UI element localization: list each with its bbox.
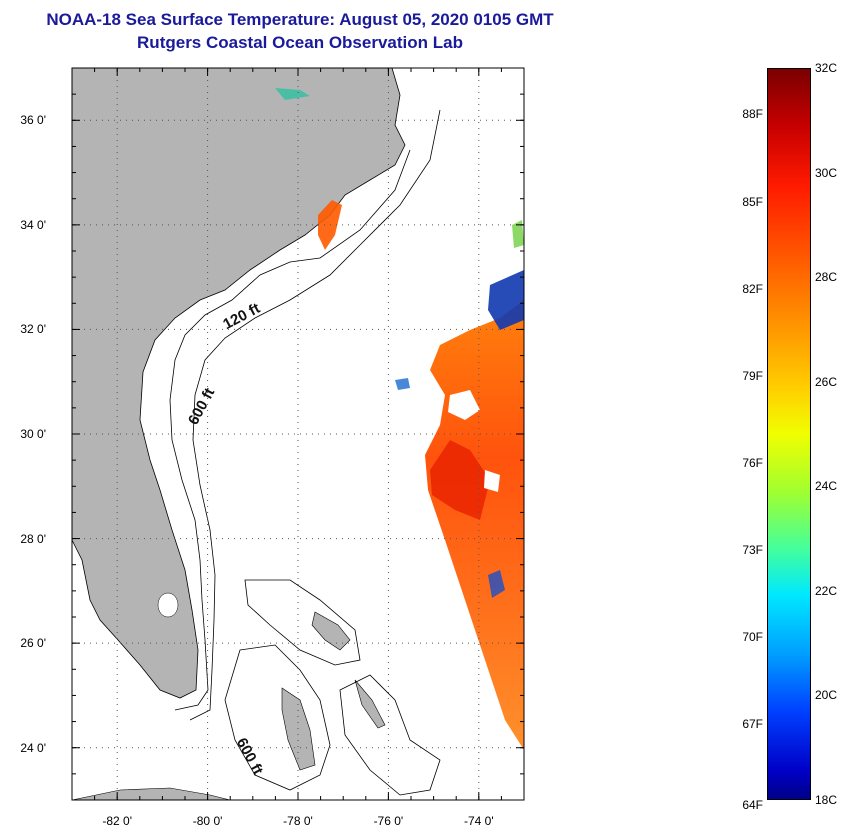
map-grid <box>72 68 524 800</box>
colorbar-celsius-label: 20C <box>815 688 838 703</box>
lat-label: 26 0' <box>20 636 46 651</box>
sst-small-patch <box>275 88 310 100</box>
lon-label: -78 0' <box>283 814 313 828</box>
map-area <box>72 68 524 800</box>
lat-label: 32 0' <box>20 322 46 337</box>
colorbar-fahrenheit-label: 70F <box>742 630 763 645</box>
lon-label: -80 0' <box>192 814 223 828</box>
lon-label: -74 0' <box>463 814 494 828</box>
colorbar-celsius-label: 24C <box>815 479 838 494</box>
colorbar-fahrenheit-label: 82F <box>742 281 763 296</box>
colorbar-fahrenheit-label: 64F <box>742 798 763 812</box>
contour-bahamas-bank <box>244 579 361 666</box>
colorbar-celsius-label: 32C <box>815 61 838 75</box>
sst-cool-patch-2 <box>488 570 505 598</box>
map-title: NOAA-18 Sea Surface Temperature: August … <box>46 10 554 29</box>
land-mainland <box>72 68 406 699</box>
contour-600ft <box>189 109 441 721</box>
map-subtitle: Rutgers Coastal Ocean Observation Lab <box>137 33 463 52</box>
sst-cloud-gap <box>448 390 480 420</box>
sst-warm-core <box>430 440 490 520</box>
colorbar-fahrenheit-label: 76F <box>742 456 763 471</box>
colorbar-fahrenheit-label: 73F <box>742 543 763 558</box>
lake-okeechobee <box>157 592 179 618</box>
sst-small-patch-3 <box>512 220 524 248</box>
map-ticks <box>71 67 525 801</box>
sst-small-patch-2 <box>395 378 410 390</box>
temperature-colorbar <box>767 68 811 800</box>
lat-label: 30 0' <box>20 427 46 441</box>
sst-cloud-gap-2 <box>484 470 500 492</box>
colorbar-fahrenheit-label: 67F <box>742 717 763 732</box>
colorbar-celsius-label: 22C <box>815 583 838 598</box>
colorbar-celsius-label: 18C <box>815 793 838 807</box>
sst-swath <box>425 300 524 750</box>
lat-label: 36 0' <box>20 113 46 128</box>
contour-bahamas-bank-3 <box>339 674 441 796</box>
lat-label: 34 0' <box>20 217 46 232</box>
island-cuba <box>72 787 231 800</box>
lat-label: 28 0' <box>20 531 46 546</box>
colorbar-celsius-label: 26C <box>815 374 838 389</box>
colorbar-fahrenheit-label: 88F <box>742 107 763 122</box>
colorbar-celsius-label: 30C <box>815 165 838 180</box>
contour-bahamas-bank-2 <box>224 644 331 791</box>
colorbar-fahrenheit-label: 79F <box>742 368 763 383</box>
lat-label: 24 0' <box>20 740 46 755</box>
colorbar-celsius-label: 28C <box>815 270 838 285</box>
island-grand-bahama <box>311 611 351 651</box>
sst-cool-patch <box>488 270 524 330</box>
colorbar-fahrenheit-label: 85F <box>742 194 763 209</box>
lon-label: -82 0' <box>102 814 133 828</box>
lon-label: -76 0' <box>373 814 404 828</box>
contour-120ft <box>169 149 411 711</box>
island-eleuthera <box>354 679 386 729</box>
